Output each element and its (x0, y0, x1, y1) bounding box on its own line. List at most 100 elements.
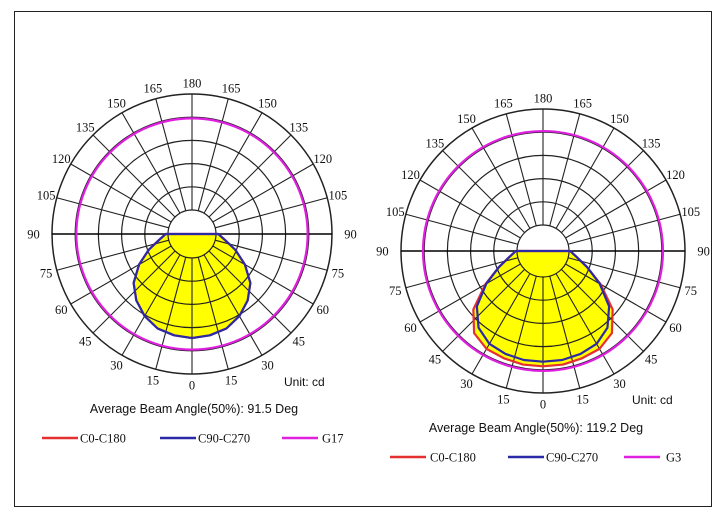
angle-tick-label: 105 (37, 188, 56, 202)
beam-angle-text: Average Beam Angle(50%): 119.2 Deg (429, 421, 643, 435)
grid-spoke (549, 113, 581, 227)
angle-tick-label: 135 (425, 136, 444, 150)
angle-tick-label: 0 (189, 379, 195, 393)
polar-chart-1: 180 1651651501501351351201201051059090757… (27, 77, 357, 446)
grid-spoke (203, 254, 263, 356)
angle-tick-label: 90 (344, 228, 357, 242)
grid-spoke (155, 98, 187, 211)
grid-spoke (471, 127, 531, 229)
angle-tick-label: 45 (429, 353, 442, 367)
grid-spoke (471, 273, 531, 375)
angle-tick-label: 60 (669, 321, 682, 335)
grid-spoke (549, 275, 581, 389)
angle-tick-label: 75 (389, 284, 402, 298)
legend-label: G17 (322, 432, 344, 446)
angle-tick-label: 45 (293, 334, 306, 348)
grid-spoke (215, 239, 328, 271)
angle-tick-label: 90 (27, 228, 40, 242)
angle-tick-label: 45 (645, 353, 658, 367)
series-g17 (75, 117, 309, 351)
legend-label: G3 (666, 451, 681, 465)
grid-spoke (121, 112, 181, 214)
grid-spoke (419, 179, 521, 239)
grid-spoke (442, 268, 526, 352)
angle-tick-label: 105 (328, 188, 347, 202)
angle-tick-label: 135 (642, 136, 661, 150)
angle-tick-label: 150 (258, 97, 277, 111)
angle-tick-label: 165 (144, 82, 163, 96)
angle-tick-label: 60 (404, 321, 417, 335)
angle-tick-label: 75 (40, 267, 53, 281)
grid-spoke (565, 179, 667, 239)
angle-tick-label: 120 (313, 152, 332, 166)
angle-tick-label: 120 (52, 152, 71, 166)
grid-spoke (197, 257, 229, 370)
legend-label: C90-C270 (198, 432, 250, 446)
angle-tick-label: 30 (613, 377, 626, 391)
angle-tick-label: 105 (681, 205, 700, 219)
grid-spoke (197, 98, 229, 211)
grid-spoke (70, 245, 172, 305)
grid-spoke (505, 275, 537, 389)
angle-tick-label: 165 (222, 82, 241, 96)
angle-tick-label: 105 (386, 205, 405, 219)
grid-spoke (555, 127, 615, 229)
angle-tick-label: 180 (183, 77, 202, 91)
legend-label: C0-C180 (80, 432, 126, 446)
angle-tick-label: 120 (401, 168, 420, 182)
grid-spoke (560, 268, 644, 352)
angle-tick-label: 180 (534, 92, 553, 106)
angle-tick-label: 30 (460, 377, 473, 391)
grid-spoke (56, 239, 169, 271)
angle-tick-label: 15 (497, 392, 510, 406)
angle-tick-label: 30 (110, 358, 123, 372)
grid-spoke (203, 112, 263, 214)
angle-tick-label: 150 (457, 112, 476, 126)
grid-spoke (567, 257, 681, 289)
grid-spoke (405, 213, 519, 245)
grid-spoke (70, 163, 172, 223)
grid-spoke (442, 150, 526, 234)
beam-angle-text: Average Beam Angle(50%): 91.5 Deg (90, 402, 298, 416)
angle-tick-label: 0 (540, 398, 546, 412)
unit-label: Unit: cd (632, 393, 673, 407)
chart-frame (14, 11, 712, 507)
grid-spoke (405, 257, 519, 289)
angle-tick-label: 135 (289, 121, 308, 135)
angle-tick-label: 75 (685, 284, 698, 298)
grid-spoke (208, 134, 292, 218)
series-c90-c270 (475, 249, 611, 363)
grid-spoke (121, 254, 181, 356)
grid-spoke (555, 273, 615, 375)
series-g3 (421, 129, 665, 373)
legend-label: C0-C180 (430, 451, 476, 465)
series-c90-c270 (132, 232, 252, 340)
grid-spoke (155, 257, 187, 370)
grid-spoke (565, 263, 667, 323)
angle-tick-label: 150 (610, 112, 629, 126)
grid-spoke (419, 263, 521, 323)
angle-tick-label: 45 (79, 334, 92, 348)
grid-spoke (92, 134, 176, 218)
grid-spoke (505, 113, 537, 227)
angle-tick-label: 15 (576, 392, 589, 406)
angle-tick-label: 60 (55, 303, 68, 317)
grid-spoke (212, 245, 314, 305)
angle-tick-label: 135 (76, 121, 95, 135)
angle-tick-label: 15 (147, 373, 160, 387)
angle-tick-label: 15 (225, 373, 238, 387)
angle-tick-label: 90 (376, 245, 389, 259)
unit-label: Unit: cd (284, 375, 325, 389)
legend-label: C90-C270 (546, 451, 598, 465)
grid-spoke (560, 150, 644, 234)
polar-chart-2: 180 1651651501501351351201201051059090757… (376, 92, 710, 465)
grid-spoke (215, 197, 328, 229)
angle-tick-label: 165 (573, 97, 592, 111)
grid-spoke (567, 213, 681, 245)
angle-tick-label: 60 (317, 303, 330, 317)
angle-tick-label: 90 (697, 245, 710, 259)
angle-tick-label: 75 (332, 267, 345, 281)
grid-spoke (212, 163, 314, 223)
angle-tick-label: 165 (494, 97, 513, 111)
